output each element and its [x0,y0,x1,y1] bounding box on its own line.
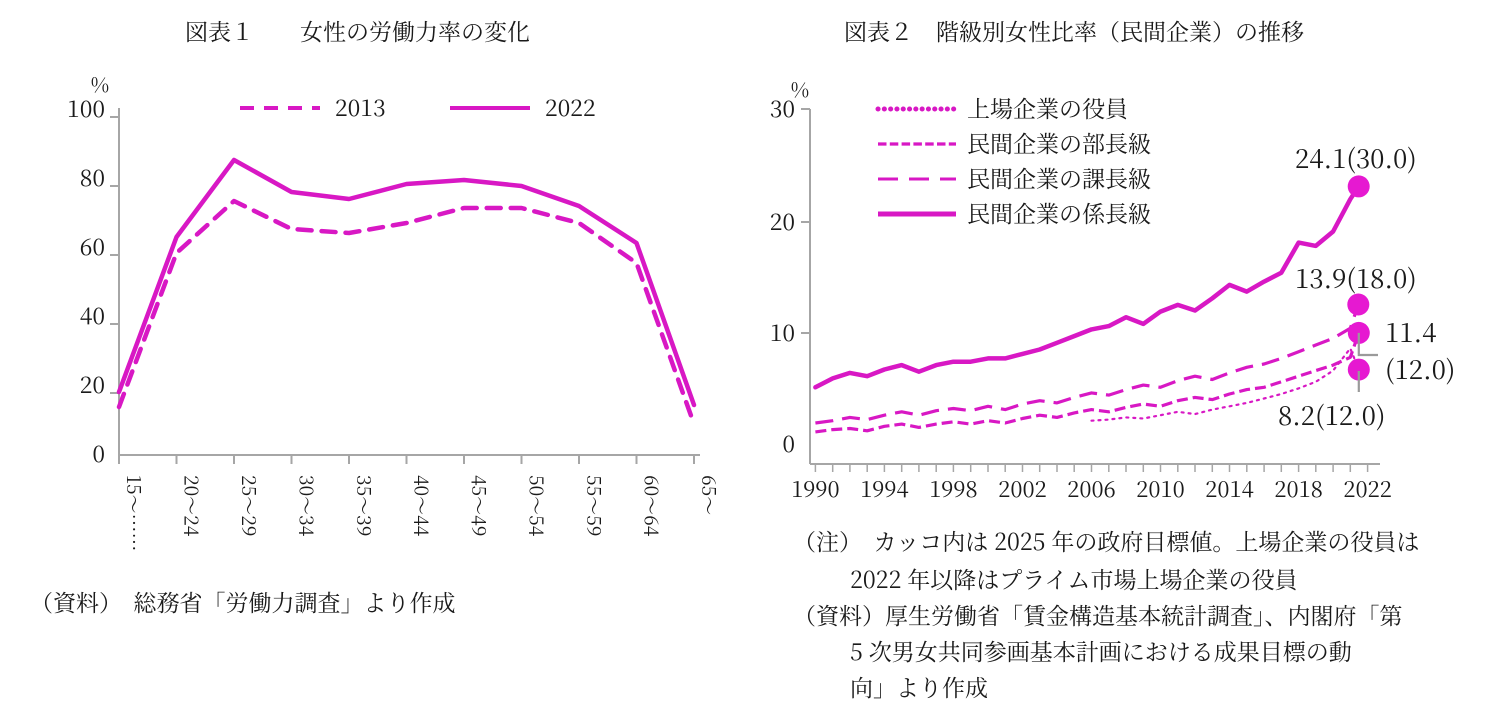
svg-text:40～44: 40～44 [409,475,436,537]
svg-text:20～24: 20～24 [179,475,206,537]
svg-text:0: 0 [782,426,795,459]
svg-text:60: 60 [80,229,105,262]
svg-text:10: 10 [770,315,795,348]
svg-text:(12.0): (12.0) [1385,350,1455,387]
svg-text:5 次男女共同参画基本計画における成果目標の動: 5 次男女共同参画基本計画における成果目標の動 [850,634,1352,667]
svg-text:65～: 65～ [696,475,723,515]
svg-text:45～49: 45～49 [466,475,493,536]
svg-text:1998: 1998 [929,473,977,504]
svg-text:2022 年以降はプライム市場上場企業の役員: 2022 年以降はプライム市場上場企業の役員 [850,562,1298,595]
svg-text:2014: 2014 [1205,473,1253,504]
svg-text:30: 30 [770,91,795,124]
svg-text:11.4: 11.4 [1385,313,1436,350]
svg-text:（資料）厚生労働省「賃金構造基本統計調査」、内閣府「第: （資料）厚生労働省「賃金構造基本統計調査」、内閣府「第 [793,598,1403,631]
svg-text:2022: 2022 [1343,473,1391,504]
svg-text:2013: 2013 [335,90,386,123]
svg-text:民間企業の課長級: 民間企業の課長級 [967,161,1151,194]
svg-text:50～54: 50～54 [524,475,551,537]
svg-text:図表１ 女性の労働力率の変化: 図表１ 女性の労働力率の変化 [185,14,530,47]
svg-text:民間企業の部長級: 民間企業の部長級 [967,126,1151,159]
svg-text:（資料） 総務省「労働力調査」より作成: （資料） 総務省「労働力調査」より作成 [30,585,456,618]
svg-text:40: 40 [80,298,105,331]
svg-text:1990: 1990 [791,473,839,504]
svg-text:25～29: 25～29 [236,475,263,536]
svg-text:13.9(18.0): 13.9(18.0) [1295,259,1417,296]
svg-text:2010: 2010 [1136,473,1184,504]
svg-text:（注） カッコ内は 2025 年の政府目標値。上場企業の役員: （注） カッコ内は 2025 年の政府目標値。上場企業の役員は [793,524,1419,557]
svg-text:上場企業の役員: 上場企業の役員 [967,91,1128,124]
svg-text:2018: 2018 [1274,473,1322,504]
svg-text:1994: 1994 [860,473,908,504]
svg-text:80: 80 [80,160,105,193]
svg-text:100: 100 [67,91,105,124]
svg-text:30～34: 30～34 [294,475,321,537]
svg-text:35～39: 35～39 [351,475,378,536]
svg-text:2002: 2002 [998,473,1046,504]
svg-text:0: 0 [92,436,105,469]
svg-text:図表２ 階級別女性比率（民間企業）の推移: 図表２ 階級別女性比率（民間企業）の推移 [844,14,1304,47]
svg-text:60～64: 60～64 [639,475,666,537]
svg-text:8.2(12.0): 8.2(12.0) [1278,396,1385,433]
svg-text:24.1(30.0): 24.1(30.0) [1295,139,1417,176]
svg-text:55～59: 55～59 [581,475,608,536]
svg-text:20: 20 [770,204,795,237]
svg-text:向」より作成: 向」より作成 [850,670,988,703]
svg-text:20: 20 [80,367,105,400]
svg-text:2022: 2022 [545,90,596,123]
svg-text:民間企業の係長級: 民間企業の係長級 [967,196,1151,229]
svg-text:2006: 2006 [1067,473,1115,504]
svg-text:15～……: 15～…… [121,475,148,552]
